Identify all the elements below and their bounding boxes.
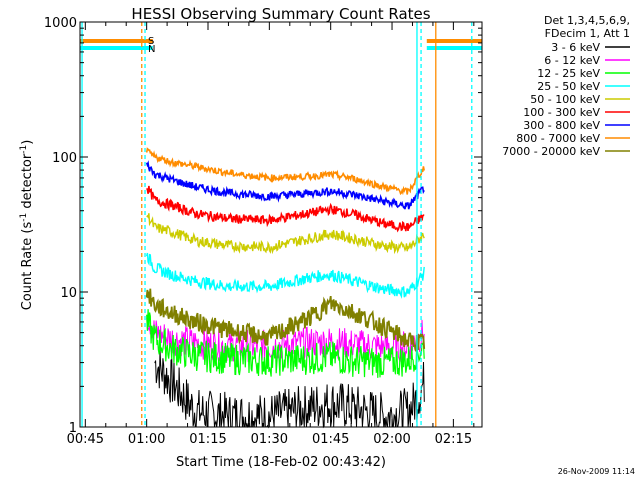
legend-label-2: 12 - 25 keV xyxy=(537,67,600,80)
x-tick-label-2: 01:15 xyxy=(189,432,226,447)
footer-timestamp: 26-Nov-2009 11:14 xyxy=(558,467,635,476)
y-tick-label-1: 10 xyxy=(60,286,77,301)
axes: 00:45 01:00 01:15 01:30 01:45 02:00 02:15 1 10 10… xyxy=(44,16,482,447)
series-layer xyxy=(145,147,426,429)
annotation-n: N xyxy=(148,44,155,55)
y-tick-label-0: 1 xyxy=(69,421,77,436)
x-tick-label-4: 01:45 xyxy=(312,432,349,447)
legend: Det 1,3,4,5,6,9, FDecim 1, Att 1 3 - 6 k… xyxy=(502,14,630,158)
x-tick-label-6: 02:15 xyxy=(435,432,472,447)
y-label-mid: detector xyxy=(20,153,35,213)
legend-label-1: 6 - 12 keV xyxy=(544,54,600,67)
x-tick-label-3: 01:30 xyxy=(251,432,288,447)
chart-title: HESSI Observing Summary Count Rates xyxy=(131,5,430,23)
y-tick-label-2: 100 xyxy=(52,151,77,166)
y-label-end: ) xyxy=(20,140,35,145)
legend-label-5: 100 - 300 keV xyxy=(523,106,600,119)
plot-frame xyxy=(79,21,483,428)
vertical-markers xyxy=(81,22,473,427)
legend-label-7: 800 - 7000 keV xyxy=(516,132,600,145)
legend-label-0: 3 - 6 keV xyxy=(551,41,600,54)
series-line-6 xyxy=(145,160,425,210)
y-label-base: Count Rate (s xyxy=(20,222,35,311)
y-axis-label: Count Rate (s-1 detector-1) xyxy=(19,140,35,311)
x-tick-label-0: 00:45 xyxy=(67,432,104,447)
legend-label-8: 7000 - 20000 keV xyxy=(502,145,600,158)
legend-label-3: 25 - 50 keV xyxy=(537,80,600,93)
y-tick-label-3: 1000 xyxy=(44,16,77,31)
series-line-4 xyxy=(146,213,425,255)
series-line-7 xyxy=(145,147,425,196)
legend-header-2: FDecim 1, Att 1 xyxy=(545,27,630,40)
series-line-2 xyxy=(146,309,425,378)
legend-label-6: 300 - 800 keV xyxy=(523,119,600,132)
series-line-3 xyxy=(146,252,425,299)
x-tick-label-1: 01:00 xyxy=(128,432,165,447)
x-tick-label-5: 02:00 xyxy=(373,432,410,447)
series-line-0 xyxy=(154,350,425,429)
annotation-s: S xyxy=(148,36,154,47)
legend-header-1: Det 1,3,4,5,6,9, xyxy=(544,14,630,27)
legend-label-4: 50 - 100 keV xyxy=(530,93,600,106)
y-label-sup1: -1 xyxy=(19,213,29,222)
y-label-sup2: -1 xyxy=(19,145,29,154)
series-line-8 xyxy=(145,288,426,352)
series-line-5 xyxy=(146,185,425,233)
x-axis-label: Start Time (18-Feb-02 00:43:42) xyxy=(176,455,386,470)
